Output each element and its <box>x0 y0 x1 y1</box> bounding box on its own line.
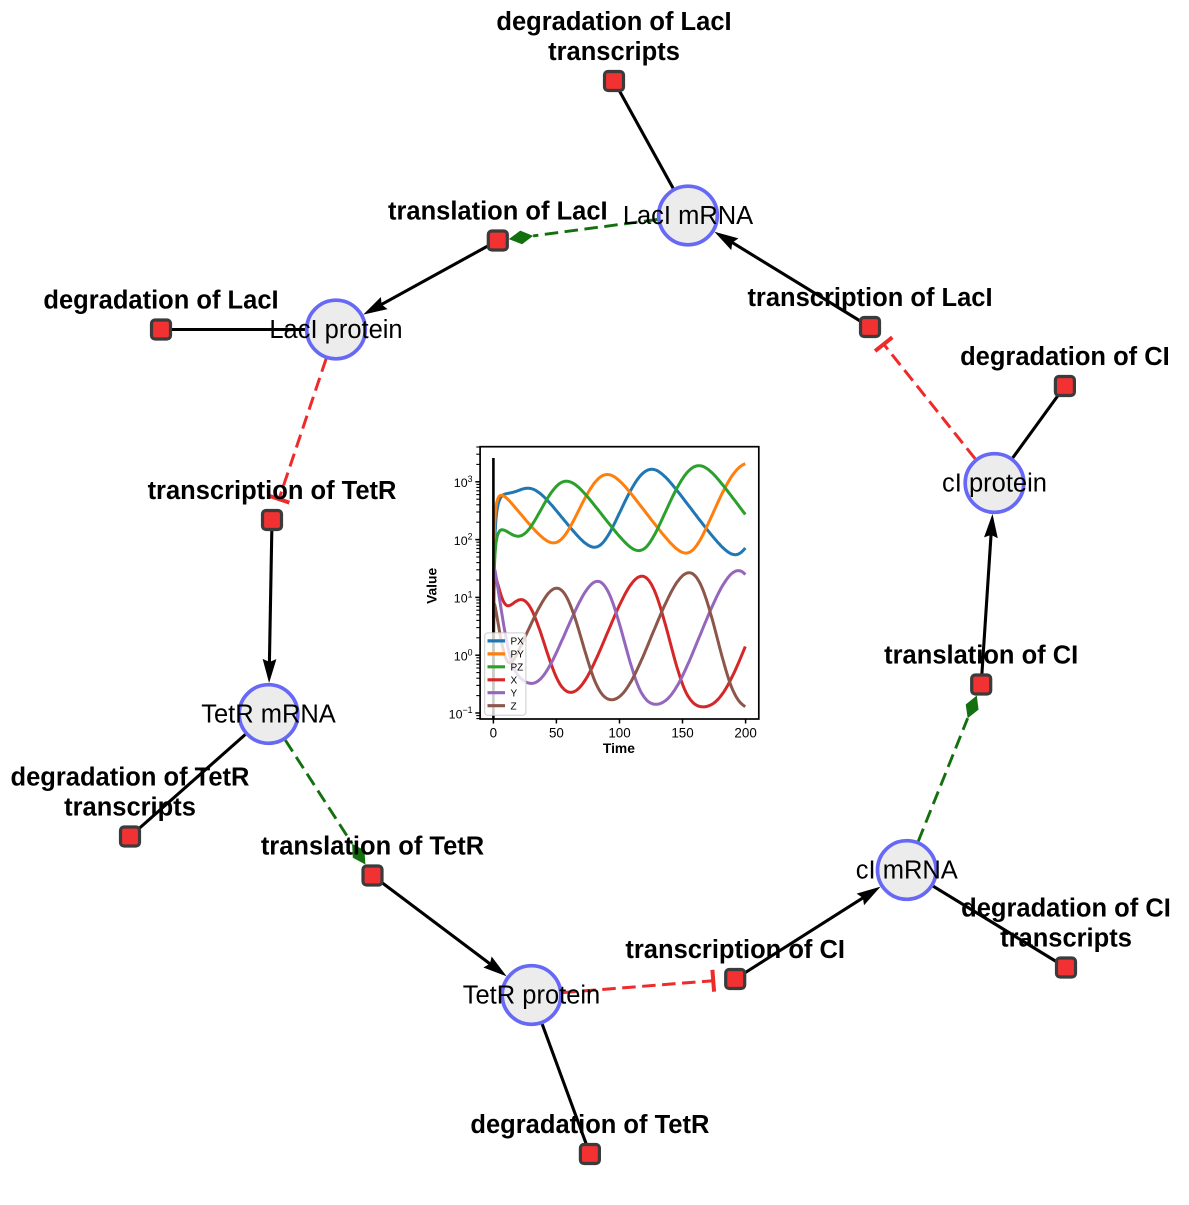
svg-text:degradation of LacI: degradation of LacI <box>43 287 278 315</box>
svg-text:transcripts: transcripts <box>64 794 196 822</box>
svg-text:transcription of TetR: transcription of TetR <box>148 477 397 505</box>
svg-text:LacI protein: LacI protein <box>269 316 402 344</box>
svg-text:transcripts: transcripts <box>1000 925 1132 953</box>
svg-text:TetR protein: TetR protein <box>463 982 601 1010</box>
svg-text:degradation of CI: degradation of CI <box>961 895 1171 923</box>
svg-text:translation of TetR: translation of TetR <box>261 833 484 861</box>
svg-text:Y: Y <box>511 688 518 699</box>
svg-text:degradation of CI: degradation of CI <box>960 343 1170 371</box>
svg-text:degradation of LacI: degradation of LacI <box>496 8 731 36</box>
svg-text:PY: PY <box>511 650 525 661</box>
svg-text:PZ: PZ <box>511 662 524 673</box>
svg-text:translation of LacI: translation of LacI <box>388 198 608 226</box>
svg-text:transcription of LacI: transcription of LacI <box>747 284 992 312</box>
svg-text:transcripts: transcripts <box>548 38 680 66</box>
svg-text:Time: Time <box>603 741 635 756</box>
svg-text:TetR mRNA: TetR mRNA <box>201 701 336 729</box>
svg-text:PX: PX <box>511 637 525 648</box>
svg-text:cI protein: cI protein <box>942 470 1047 498</box>
svg-text:150: 150 <box>671 726 693 741</box>
svg-text:0: 0 <box>490 726 497 741</box>
svg-text:cI mRNA: cI mRNA <box>856 857 958 885</box>
svg-text:X: X <box>511 675 518 686</box>
svg-text:degradation of TetR: degradation of TetR <box>470 1111 709 1139</box>
svg-text:100: 100 <box>608 726 630 741</box>
svg-text:degradation of TetR: degradation of TetR <box>11 764 250 792</box>
svg-text:200: 200 <box>734 726 756 741</box>
svg-text:transcription of CI: transcription of CI <box>625 936 845 964</box>
svg-text:Z: Z <box>511 701 517 712</box>
svg-text:50: 50 <box>549 726 564 741</box>
svg-text:Value: Value <box>425 568 440 604</box>
svg-text:LacI mRNA: LacI mRNA <box>623 202 753 230</box>
svg-text:translation of CI: translation of CI <box>884 642 1078 670</box>
